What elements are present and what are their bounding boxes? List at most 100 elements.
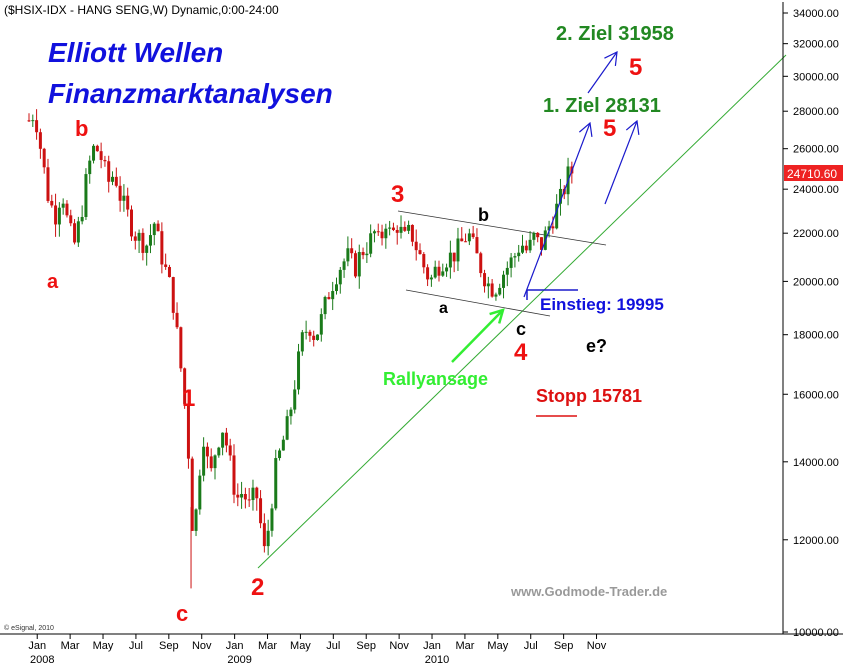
- candle-body: [255, 487, 259, 499]
- candle-body: [452, 252, 456, 262]
- candle-body: [471, 233, 475, 238]
- x-tick-label: Nov: [389, 640, 409, 652]
- x-tick-label: Mar: [258, 640, 277, 652]
- candle-body: [388, 227, 392, 229]
- y-tick-label: 32000.00: [793, 39, 839, 51]
- candle-body: [532, 232, 536, 240]
- x-tick-label: Mar: [455, 640, 474, 652]
- candle-body: [202, 446, 206, 476]
- x-tick-label: Sep: [554, 640, 574, 652]
- candle-body: [164, 264, 168, 267]
- y-tick-label: 28000.00: [793, 106, 839, 118]
- candle-body: [509, 257, 513, 268]
- candle-body: [236, 494, 240, 498]
- candle-body: [429, 277, 433, 280]
- target-1-label: 1. Ziel 28131: [543, 95, 661, 117]
- candle-body: [224, 432, 228, 446]
- candle-body: [456, 238, 460, 262]
- candle-body: [372, 231, 376, 234]
- candle-body: [316, 334, 320, 340]
- candle-body: [42, 148, 46, 168]
- candle-body: [251, 487, 255, 501]
- wave-label-c-left: c: [176, 601, 188, 626]
- candles: [27, 109, 574, 589]
- wave-5-arrow-near-head: [578, 121, 593, 137]
- y-tick-label: 14000.00: [793, 457, 839, 469]
- candle-body: [285, 416, 289, 440]
- candle-body: [365, 253, 369, 256]
- wave-label-a-right: a: [439, 300, 448, 317]
- candle-body: [331, 291, 335, 300]
- candle-body: [467, 233, 471, 242]
- watermark: www.Godmode-Trader.de: [510, 584, 667, 599]
- candle-body: [407, 224, 411, 231]
- candle-body: [297, 351, 301, 390]
- candle-body: [148, 235, 152, 246]
- candle-body: [399, 226, 403, 233]
- wave-label-5-near: 5: [603, 115, 616, 142]
- candle-body: [391, 227, 395, 230]
- x-tick-label: Mar: [61, 640, 80, 652]
- wave-label-2: 2: [251, 574, 264, 601]
- candle-body: [464, 241, 468, 243]
- candle-body: [521, 245, 524, 253]
- candle-body: [319, 314, 323, 335]
- candle-body: [92, 145, 96, 161]
- candle-body: [410, 224, 414, 242]
- candle-body: [334, 284, 338, 292]
- triangle-lower-line: [405, 289, 551, 317]
- y-tick-label: 16000.00: [793, 389, 839, 401]
- candle-body: [35, 120, 39, 133]
- candle-body: [350, 248, 354, 254]
- candle-body: [289, 409, 293, 417]
- candle-body: [346, 248, 350, 262]
- y-tick-label: 10000.00: [793, 627, 839, 639]
- candle-body: [213, 455, 217, 469]
- candle-body: [323, 296, 327, 315]
- x-tick-label: Jul: [129, 640, 143, 652]
- candle-body: [448, 252, 452, 268]
- candle-body: [422, 254, 426, 268]
- candle-body: [312, 335, 316, 340]
- drawings: [451, 50, 640, 363]
- candle-body: [54, 205, 58, 225]
- candle-body: [558, 188, 562, 204]
- y-tick-label: 22000.00: [793, 228, 839, 240]
- candle-body: [126, 195, 130, 210]
- x-tick-label: Nov: [587, 640, 607, 652]
- y-tick-label: 30000.00: [793, 71, 839, 83]
- long-term-trendline: [257, 54, 787, 569]
- candle-body: [152, 223, 156, 236]
- candle-body: [84, 174, 88, 217]
- candle-body: [551, 226, 555, 229]
- candle-body: [46, 167, 50, 201]
- x-tick-label: Jan: [28, 640, 46, 652]
- x-tick-label: Jul: [524, 640, 538, 652]
- candle-body: [205, 446, 209, 457]
- candle-body: [111, 176, 115, 182]
- candle-body: [57, 207, 61, 225]
- candle-body: [513, 256, 517, 258]
- trendlines: [257, 54, 787, 569]
- candle-body: [183, 368, 187, 405]
- candle-body: [353, 253, 357, 277]
- rally-label: Rallyansage: [383, 369, 488, 389]
- candle-body: [395, 229, 399, 233]
- candle-body: [217, 447, 221, 456]
- candle-body: [259, 498, 263, 524]
- candle-body: [460, 238, 464, 242]
- candle-body: [494, 294, 498, 297]
- wave-label-3: 3: [391, 181, 404, 208]
- candle-body: [300, 332, 304, 352]
- candle-body: [528, 239, 532, 251]
- candle-body: [357, 252, 361, 277]
- candle-body: [167, 266, 171, 278]
- last-price-label: 24710.60: [787, 167, 837, 181]
- candle-body: [133, 236, 137, 241]
- candle-body: [486, 283, 490, 287]
- candle-body: [403, 226, 407, 231]
- x-axis: Jan Mar May Jul Sep Nov Jan Mar May Jul Sep Nov Jan M…: [28, 634, 607, 666]
- candle-body: [156, 223, 160, 232]
